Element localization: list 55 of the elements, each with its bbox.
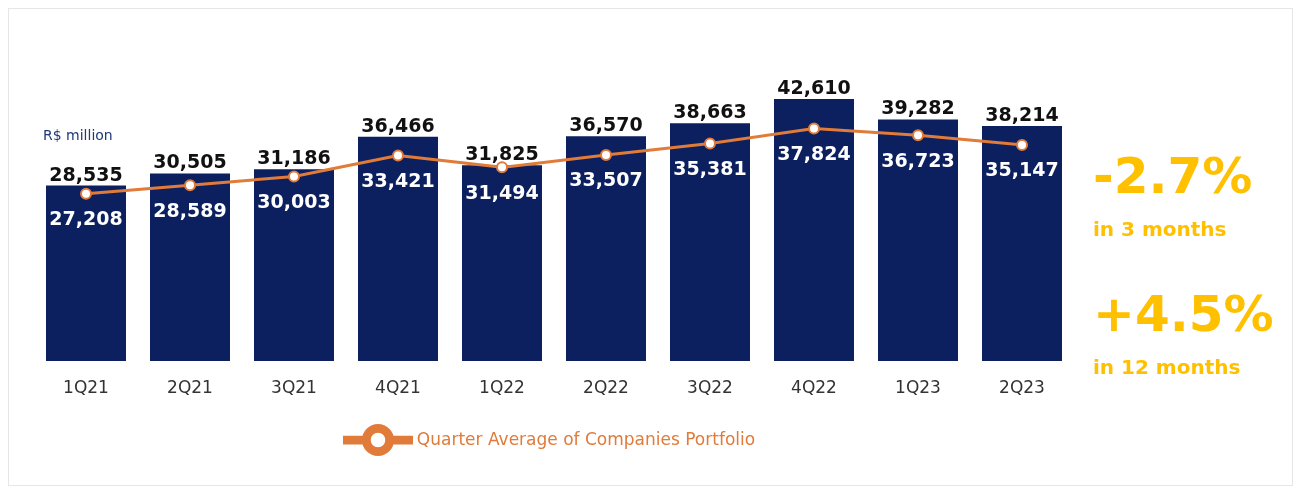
data-label: 33,507 (569, 168, 643, 191)
data-label: 36,723 (881, 148, 955, 171)
point (184, 179, 196, 192)
data-label: 31,186 (257, 146, 331, 169)
bar (46, 185, 126, 361)
bar (878, 119, 958, 361)
point (704, 137, 716, 150)
annotation: R$ million (43, 127, 113, 143)
data-label: 27,208 (49, 207, 123, 230)
data-label: 38,663 (673, 100, 747, 123)
bar (982, 126, 1062, 361)
point (912, 129, 924, 142)
point (392, 149, 404, 162)
x-tick-label: 3Q22 (687, 377, 733, 398)
data-label: 28,535 (49, 162, 123, 185)
point (288, 170, 300, 183)
x-tick-label: 1Q22 (479, 377, 525, 398)
data-label: 39,282 (881, 96, 955, 119)
x-tick-label: 2Q21 (167, 377, 213, 398)
text: in 12 months (1093, 355, 1241, 379)
data-label: 37,824 (777, 141, 851, 164)
data-label: 36,466 (361, 113, 435, 136)
text: -2.7% (1093, 147, 1253, 205)
data-label: 30,003 (257, 190, 331, 213)
text: +4.5% (1093, 285, 1274, 343)
x-tick-label: 4Q21 (375, 377, 421, 398)
data-label: 31,494 (465, 180, 539, 203)
bar (462, 165, 542, 361)
text: in 3 months (1093, 217, 1227, 241)
x-tick-label: 4Q22 (791, 377, 837, 398)
data-label: 35,381 (673, 156, 747, 179)
bar (150, 173, 230, 361)
data-label: 35,147 (985, 158, 1059, 181)
x-tick-label: 1Q21 (63, 377, 109, 398)
data-label: 38,214 (985, 103, 1059, 126)
bar (358, 136, 438, 361)
x-tick-label: 2Q23 (999, 377, 1045, 398)
bar (566, 136, 646, 361)
x-tick-label: 2Q22 (583, 377, 629, 398)
x-tick-label: 1Q23 (895, 377, 941, 398)
data-label: 42,610 (777, 76, 851, 98)
point (808, 122, 820, 135)
data-label: 31,825 (465, 142, 539, 165)
bar (774, 99, 854, 361)
legend-label: Quarter Average of Companies Portfolio (416, 429, 756, 449)
data-label: 33,421 (361, 168, 435, 191)
data-label: 28,589 (153, 198, 227, 221)
bar (254, 169, 334, 361)
x-tick-label: 3Q21 (271, 377, 317, 398)
data-label: 36,570 (569, 113, 643, 136)
point (600, 148, 612, 161)
data-label: 30,505 (153, 150, 227, 173)
point (80, 187, 92, 200)
point (1016, 138, 1028, 151)
bar (670, 123, 750, 361)
